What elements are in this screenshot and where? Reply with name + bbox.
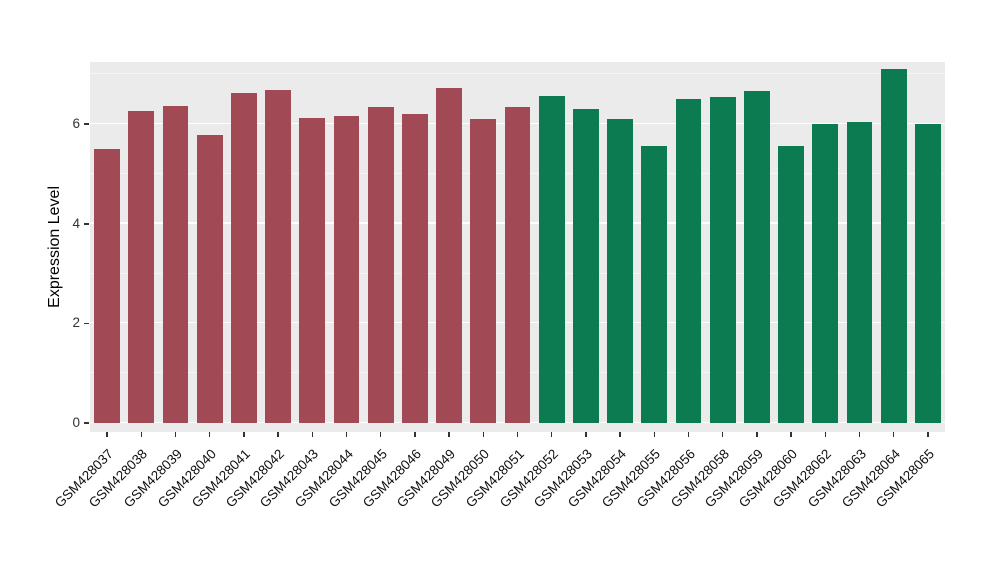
- x-tick-mark: [448, 432, 450, 437]
- x-tick-mark: [585, 432, 587, 437]
- bar: [401, 114, 428, 423]
- x-tick-mark: [174, 432, 177, 437]
- plot-panel: [90, 62, 945, 432]
- bar: [128, 111, 155, 423]
- bar: [265, 90, 292, 423]
- x-tick-mark: [140, 432, 143, 437]
- x-tick-mark: [345, 432, 348, 437]
- bar: [299, 117, 326, 423]
- bar: [94, 149, 121, 423]
- y-tick-mark: [84, 223, 89, 225]
- y-tick-label: 2: [72, 315, 80, 331]
- bar: [196, 135, 223, 423]
- y-tick-mark: [84, 422, 89, 424]
- bar: [778, 145, 805, 423]
- x-tick-mark: [208, 432, 211, 437]
- bar: [846, 121, 873, 423]
- x-tick-mark: [653, 432, 656, 437]
- x-tick-mark: [790, 432, 792, 437]
- bar: [333, 115, 360, 423]
- bar: [572, 108, 599, 423]
- x-tick-mark: [277, 432, 279, 437]
- bar: [709, 96, 736, 423]
- x-tick-mark: [619, 432, 621, 437]
- x-tick-mark: [311, 432, 314, 437]
- y-tick-mark: [84, 322, 89, 325]
- bar: [504, 106, 531, 423]
- bar: [436, 88, 463, 423]
- x-tick-mark: [858, 432, 861, 437]
- x-tick-mark: [687, 432, 690, 437]
- gridline-minor: [90, 73, 945, 75]
- bar: [162, 105, 189, 423]
- bar: [914, 124, 941, 423]
- bar: [812, 124, 839, 423]
- bar: [230, 93, 257, 423]
- y-tick-label: 4: [72, 215, 80, 231]
- x-tick-mark: [243, 432, 245, 437]
- y-axis-title-text: Expression Level: [46, 186, 63, 308]
- y-tick-label: 0: [72, 415, 80, 430]
- bar: [607, 119, 634, 423]
- x-tick-mark: [550, 432, 553, 437]
- x-tick-mark: [379, 432, 382, 437]
- x-tick-mark: [414, 432, 416, 437]
- bar: [538, 95, 565, 423]
- y-tick-mark: [84, 123, 89, 125]
- bar: [743, 90, 770, 423]
- x-tick-mark: [106, 432, 108, 437]
- x-tick-mark: [756, 432, 758, 437]
- x-tick-mark: [516, 432, 519, 437]
- y-tick-label: 6: [72, 116, 80, 132]
- x-tick-mark: [721, 432, 724, 437]
- bar: [641, 145, 668, 423]
- x-tick-mark: [824, 432, 827, 437]
- bar: [367, 106, 394, 423]
- bar: [675, 99, 702, 423]
- bar: [880, 69, 907, 423]
- bar: [470, 119, 497, 423]
- x-tick-mark: [927, 432, 929, 437]
- x-tick-mark: [892, 432, 895, 437]
- x-tick-mark: [482, 432, 485, 437]
